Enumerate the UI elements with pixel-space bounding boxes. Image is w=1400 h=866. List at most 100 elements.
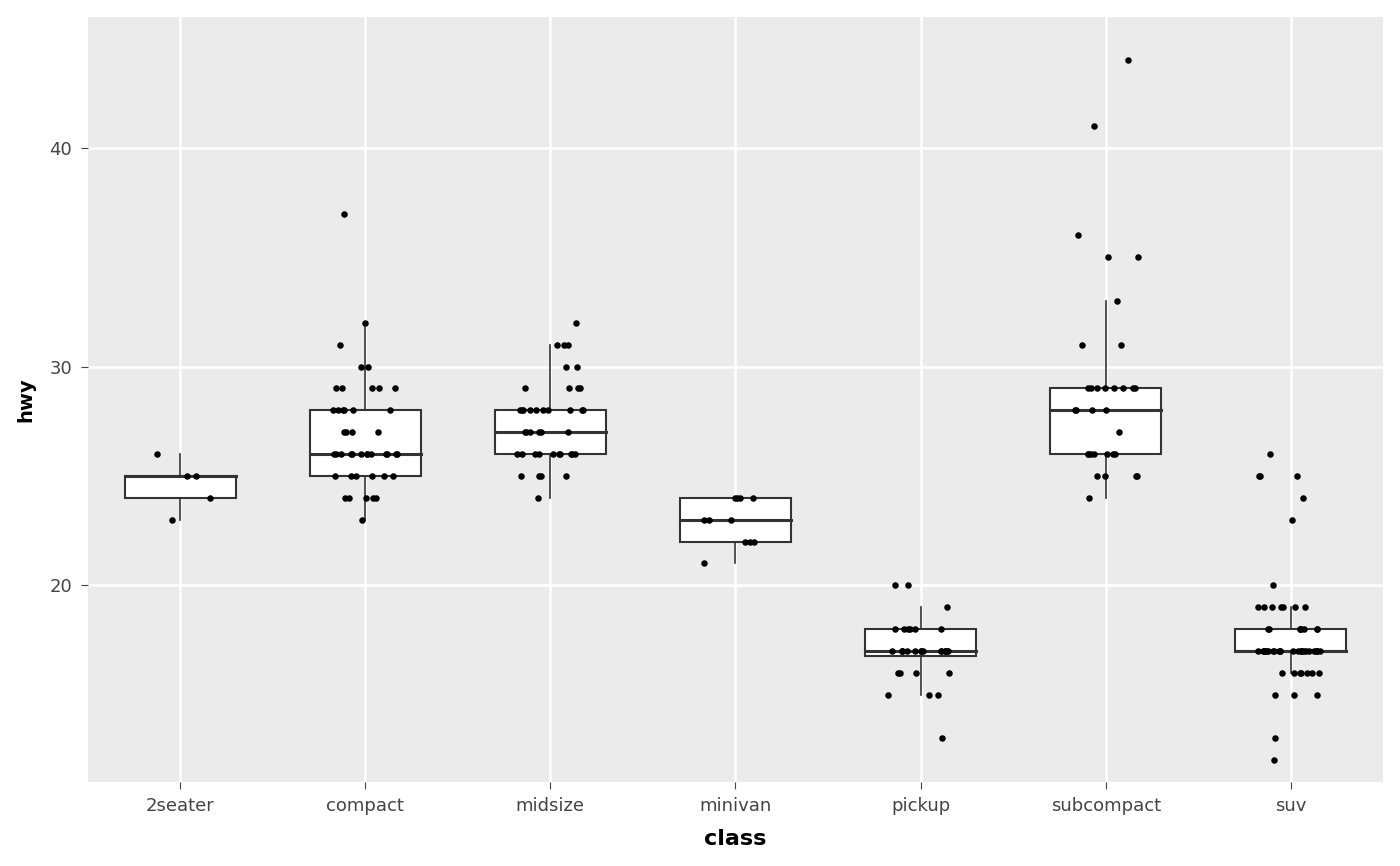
Point xyxy=(911,644,934,658)
Point xyxy=(532,404,554,417)
Point xyxy=(549,447,571,461)
Point xyxy=(368,382,391,396)
Point xyxy=(514,425,536,439)
Point xyxy=(1081,404,1103,417)
Point xyxy=(1263,644,1285,658)
Point xyxy=(526,491,549,505)
Point xyxy=(1281,644,1303,658)
Point xyxy=(738,534,760,548)
Point xyxy=(199,491,221,505)
Point xyxy=(325,382,347,396)
Point xyxy=(1078,491,1100,505)
Point xyxy=(904,666,927,680)
Point xyxy=(1303,644,1326,658)
Point xyxy=(699,513,721,527)
Point xyxy=(1106,294,1128,308)
Point xyxy=(1295,644,1317,658)
Point xyxy=(385,447,407,461)
Point xyxy=(724,491,746,505)
Point xyxy=(1257,644,1280,658)
Point xyxy=(1309,644,1331,658)
Point xyxy=(896,644,918,658)
Point xyxy=(1289,644,1312,658)
Point xyxy=(1306,622,1329,636)
Point xyxy=(1102,447,1124,461)
Point xyxy=(883,622,906,636)
Point xyxy=(893,622,916,636)
Point xyxy=(1285,469,1308,483)
Point xyxy=(1121,382,1144,396)
Point xyxy=(1291,644,1313,658)
Point xyxy=(1064,404,1086,417)
Point xyxy=(529,425,552,439)
Point xyxy=(1085,382,1107,396)
Point xyxy=(561,447,584,461)
Point xyxy=(1077,382,1099,396)
Point xyxy=(1289,622,1312,636)
Point xyxy=(720,513,742,527)
Bar xyxy=(865,629,976,656)
Point xyxy=(342,404,364,417)
Point xyxy=(350,359,372,373)
Point xyxy=(1261,578,1284,592)
Point xyxy=(547,447,570,461)
Point xyxy=(1268,644,1291,658)
Point xyxy=(1306,644,1329,658)
Point xyxy=(514,382,536,396)
Point xyxy=(1095,404,1117,417)
Point xyxy=(728,491,750,505)
Point xyxy=(1254,644,1277,658)
Point xyxy=(1268,644,1291,658)
Point xyxy=(333,425,356,439)
Bar xyxy=(680,498,791,541)
Point xyxy=(1261,600,1284,614)
Point xyxy=(515,425,538,439)
Point xyxy=(1077,447,1099,461)
Point xyxy=(1110,338,1133,352)
Point xyxy=(930,644,952,658)
Point xyxy=(546,338,568,352)
Point xyxy=(528,469,550,483)
Point xyxy=(524,447,546,461)
Point xyxy=(897,578,920,592)
Point xyxy=(725,491,748,505)
Point xyxy=(1095,469,1117,483)
Point xyxy=(322,404,344,417)
Point xyxy=(904,622,927,636)
Point xyxy=(1077,447,1099,461)
Point xyxy=(566,316,588,330)
Point xyxy=(1305,688,1327,701)
Point xyxy=(1282,666,1305,680)
Point xyxy=(918,688,941,701)
Point xyxy=(361,469,384,483)
Point xyxy=(519,425,542,439)
Point xyxy=(1270,600,1292,614)
Point xyxy=(1306,622,1329,636)
Point xyxy=(554,359,577,373)
Point xyxy=(325,447,347,461)
Point xyxy=(542,447,564,461)
Point xyxy=(185,469,207,483)
Point xyxy=(529,469,552,483)
Point xyxy=(1273,600,1295,614)
Point xyxy=(892,644,914,658)
Point xyxy=(1096,447,1119,461)
Point xyxy=(1257,622,1280,636)
Point xyxy=(1263,688,1285,701)
Point xyxy=(175,469,197,483)
Point xyxy=(356,447,378,461)
Point xyxy=(1252,644,1274,658)
Point xyxy=(930,622,952,636)
Point xyxy=(378,404,400,417)
Point xyxy=(890,644,913,658)
Point xyxy=(742,534,764,548)
Point xyxy=(1264,732,1287,746)
Point xyxy=(361,382,384,396)
Point xyxy=(333,404,356,417)
Point xyxy=(1292,622,1315,636)
Point xyxy=(886,666,909,680)
Point xyxy=(1298,644,1320,658)
Point xyxy=(1268,644,1291,658)
Point xyxy=(1306,644,1329,658)
Point xyxy=(734,534,756,548)
